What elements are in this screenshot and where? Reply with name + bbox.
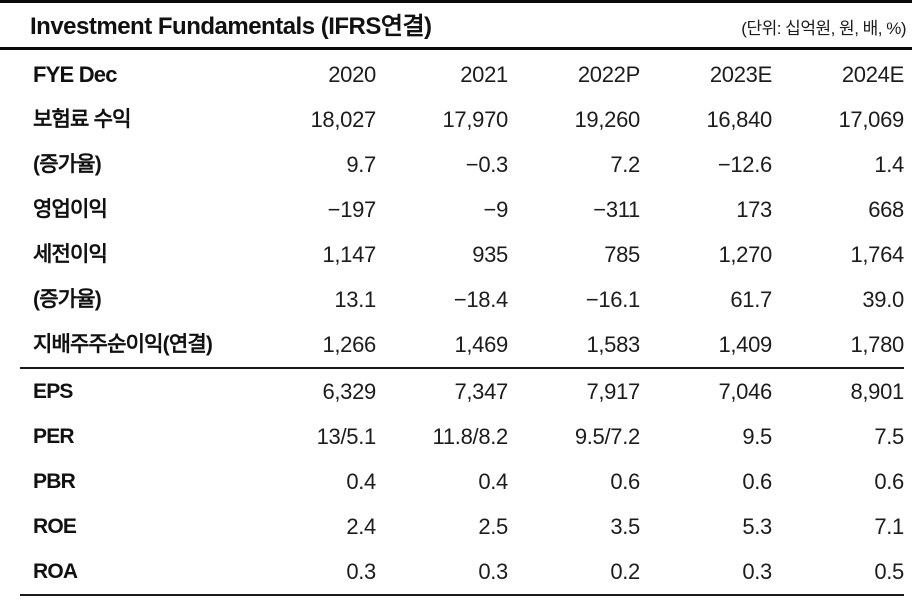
- cell-value: 0.6: [874, 469, 904, 495]
- table-title: Investment Fundamentals (IFRS연결): [30, 13, 432, 40]
- cell-value: 0.4: [478, 469, 508, 495]
- year-column-header: 2020: [328, 62, 376, 88]
- cell-value: 173: [736, 197, 772, 223]
- cell-value: 0.6: [742, 469, 772, 495]
- cell-value: 7.2: [610, 152, 640, 178]
- cell-value: −197: [327, 197, 377, 223]
- table-row: EPS 6,329 7,347 7,917 7,046 8,901: [20, 367, 904, 415]
- row-label: (증가율): [33, 288, 102, 312]
- title-row: Investment Fundamentals (IFRS연결) (단위: 십억…: [0, 3, 912, 47]
- table-row: 지배주주순이익(연결) 1,266 1,469 1,583 1,409 1,780: [20, 322, 904, 368]
- column-header-row: FYE Dec 2020 2021 2022P 2023E 2024E: [20, 52, 904, 97]
- cell-value: −16.1: [585, 287, 640, 313]
- cell-value: 1,780: [850, 332, 904, 358]
- cell-value: 668: [868, 197, 904, 223]
- row-label: 보험료 수익: [33, 108, 131, 132]
- row-label: (증가율): [33, 153, 102, 177]
- cell-value: −9: [483, 197, 509, 223]
- cell-value: 1,147: [322, 242, 376, 268]
- year-column-header: 2021: [460, 62, 508, 88]
- cell-value: 0.3: [244, 549, 376, 597]
- cell-value: 11.8/8.2: [432, 424, 509, 450]
- cell-value: 1,266: [322, 332, 376, 358]
- cell-value: 61.7: [730, 287, 772, 313]
- cell-value: 935: [472, 242, 508, 268]
- cell-value: 7.1: [874, 514, 904, 540]
- row-label: 세전이익: [33, 243, 108, 267]
- table-row: (증가율) 13.1 −18.4 −16.1 61.7 39.0: [20, 277, 904, 322]
- cell-value: 18,027: [310, 107, 377, 133]
- cell-value: 1.4: [874, 152, 904, 178]
- cell-value: 0.6: [610, 469, 640, 495]
- cell-value: 0.4: [346, 469, 376, 495]
- cell-value: 7.5: [874, 424, 904, 450]
- cell-value: 7,046: [640, 367, 772, 415]
- table-row: (증가율) 9.7 −0.3 7.2 −12.6 1.4: [20, 142, 904, 187]
- cell-value: 0.3: [640, 549, 772, 597]
- row-label: PER: [33, 425, 75, 449]
- cell-value: 1,270: [718, 242, 772, 268]
- row-label: ROA: [20, 549, 244, 597]
- table-row: PBR 0.4 0.4 0.6 0.6 0.6: [20, 459, 904, 504]
- row-label: PBR: [33, 470, 76, 494]
- year-column-header: 2022P: [577, 62, 640, 88]
- cell-value: 1,583: [586, 332, 640, 358]
- cell-value: 9.5/7.2: [574, 424, 640, 450]
- cell-value: 39.0: [862, 287, 904, 313]
- cell-value: 17,970: [442, 107, 509, 133]
- row-label: EPS: [20, 367, 244, 415]
- cell-value: −12.6: [717, 152, 772, 178]
- cell-value: 9.5: [742, 424, 772, 450]
- cell-value: 9.7: [346, 152, 376, 178]
- fundamentals-table: FYE Dec 2020 2021 2022P 2023E 2024E 보험료 수익 18,…: [20, 52, 904, 597]
- row-label: 영업이익: [33, 198, 108, 222]
- income-statement-section: 보험료 수익 18,027 17,970 19,260 16,840 17,069 (증가율…: [20, 97, 904, 368]
- year-column-header: 2024E: [841, 62, 904, 88]
- cell-value: 17,069: [838, 107, 905, 133]
- table-row: ROE 2.4 2.5 3.5 5.3 7.1: [20, 504, 904, 549]
- top-rule: [0, 0, 912, 3]
- table-row: PER 13/5.1 11.8/8.2 9.5/7.2 9.5 7.5: [20, 414, 904, 459]
- row-label: ROE: [33, 515, 77, 539]
- title-underline-rule: [0, 47, 912, 51]
- year-column-header: 2023E: [709, 62, 772, 88]
- row-label: 지배주주순이익(연결): [33, 333, 213, 357]
- cell-value: 0.2: [508, 549, 640, 597]
- cell-value: 16,840: [706, 107, 773, 133]
- cell-value: −18.4: [453, 287, 508, 313]
- table-row: 영업이익 −197 −9 −311 173 668: [20, 187, 904, 232]
- cell-value: 7,347: [376, 367, 508, 415]
- table-row: 보험료 수익 18,027 17,970 19,260 16,840 17,069: [20, 97, 904, 142]
- cell-value: 6,329: [244, 367, 376, 415]
- per-share-ratios-section: EPS 6,329 7,347 7,917 7,046 8,901 PER 13/5.1 11.…: [20, 367, 904, 597]
- row-header-label: FYE Dec: [33, 62, 117, 88]
- cell-value: 1,469: [454, 332, 508, 358]
- cell-value: 3.5: [610, 514, 640, 540]
- cell-value: 2.5: [478, 514, 508, 540]
- cell-value: 5.3: [742, 514, 772, 540]
- cell-value: 2.4: [346, 514, 376, 540]
- cell-value: 13/5.1: [316, 424, 377, 450]
- cell-value: 1,764: [850, 242, 904, 268]
- table-row: ROA 0.3 0.3 0.2 0.3 0.5: [20, 549, 904, 597]
- cell-value: 785: [604, 242, 640, 268]
- cell-value: 1,409: [718, 332, 772, 358]
- cell-value: −0.3: [465, 152, 509, 178]
- cell-value: 8,901: [772, 367, 904, 415]
- cell-value: 19,260: [574, 107, 641, 133]
- cell-value: 7,917: [508, 367, 640, 415]
- table-row: 세전이익 1,147 935 785 1,270 1,764: [20, 232, 904, 277]
- cell-value: −311: [593, 197, 640, 223]
- unit-note: (단위: 십억원, 원, 배, %): [741, 19, 906, 39]
- cell-value: 0.3: [376, 549, 508, 597]
- cell-value: 13.1: [334, 287, 376, 313]
- cell-value: 0.5: [772, 549, 904, 597]
